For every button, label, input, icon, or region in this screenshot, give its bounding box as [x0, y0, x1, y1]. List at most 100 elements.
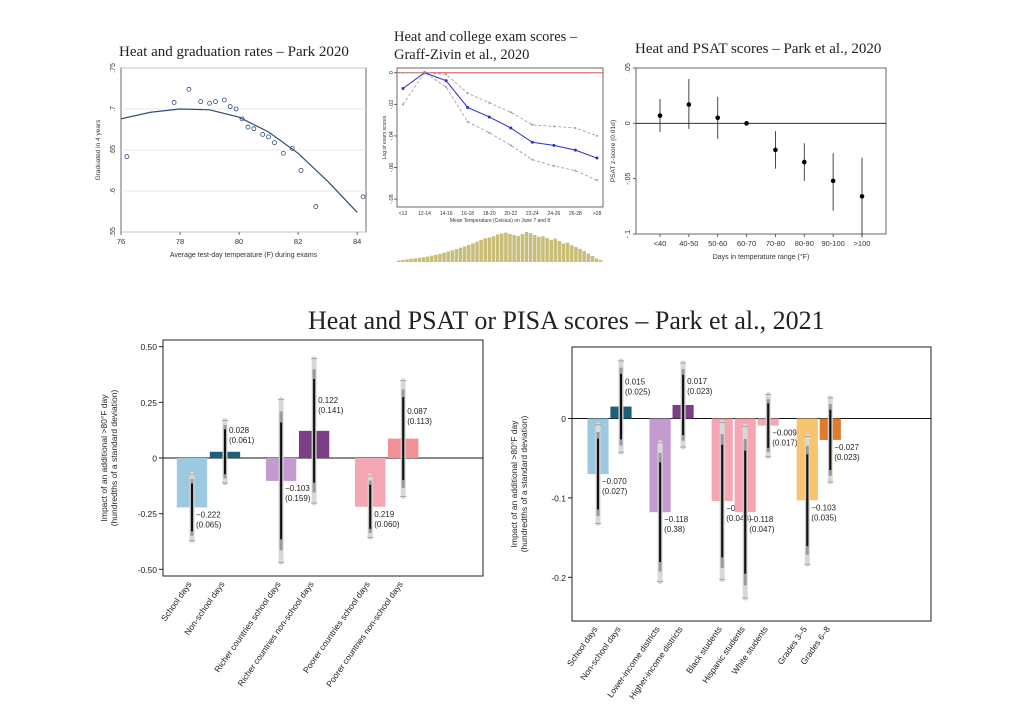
estimate-point [773, 147, 778, 153]
data-point [171, 100, 177, 105]
x-tick-label: <40 [654, 239, 667, 248]
estimate-point [573, 148, 577, 152]
value-label: 0.087 [407, 407, 428, 416]
histogram-bar [524, 232, 529, 262]
ci-line [403, 72, 598, 137]
data-point [186, 86, 192, 92]
ci-point [574, 127, 577, 130]
histogram-bar [598, 259, 603, 262]
data-point [239, 116, 245, 122]
estimate-point [466, 105, 470, 109]
plot-frame [635, 67, 887, 235]
x-tick-label: 78 [176, 237, 184, 246]
estimate-point [830, 178, 836, 184]
fit-curve [120, 108, 358, 213]
estimate-point [595, 156, 599, 160]
x-tick-label: 14-16 [440, 211, 453, 217]
y-tick-label: -.06 [389, 163, 395, 172]
estimate-point [715, 115, 721, 121]
plot-frame [396, 67, 604, 208]
chart1-title: Heat and graduation rates – Park 2020 [119, 44, 349, 60]
histogram-bar [537, 236, 541, 262]
data-point [260, 132, 266, 137]
ci-point [402, 71, 404, 74]
se-label: (0.035) [811, 513, 837, 522]
y-tick-label: 0 [389, 71, 395, 74]
x-tick-label: 80 [235, 237, 243, 246]
ci-point [466, 92, 469, 95]
data-point [272, 140, 277, 146]
ci-point [531, 158, 534, 161]
value-label: −0.103 [811, 503, 836, 512]
ci-point [445, 73, 448, 76]
y-tick-label: -.02 [389, 100, 395, 109]
estimate-point [801, 159, 807, 165]
x-tick-label: 12-14 [418, 211, 431, 217]
histogram-bar [557, 241, 562, 262]
main-title: Heat and PSAT or PISA scores – Park et a… [308, 306, 825, 335]
histogram-bar [450, 250, 455, 262]
y-tick-label: -.04 [389, 131, 395, 140]
y-tick-label: 0 [625, 121, 632, 125]
value-label: 0.122 [318, 396, 339, 405]
value-label: 0.017 [687, 377, 708, 386]
x-tick-label: 60-70 [737, 239, 756, 248]
value-label: −0.118 [664, 515, 689, 524]
y-axis-label: Impact of an additional >80°F day [509, 420, 519, 548]
histogram-bar [512, 235, 516, 262]
x-axis-label: Days in temperature range (°F) [713, 253, 810, 261]
histogram-bar [397, 260, 401, 262]
x-axis-label: Average test-day temperature (F) during … [170, 252, 318, 259]
y-tick-label: -0.1 [551, 493, 566, 503]
x-tick-label: <12 [399, 211, 408, 217]
ci-line [402, 72, 598, 181]
y-tick-label: .65 [110, 145, 117, 155]
histogram-bar [495, 234, 500, 262]
value-label: 0.015 [625, 378, 646, 387]
y-axis-label: Graduated in 4 years [95, 119, 102, 180]
histogram-bar [491, 236, 496, 262]
y-axis-label: PSAT z-score (0.01σ) [610, 120, 617, 182]
ci-point [445, 85, 448, 88]
se-label: (0.060) [374, 520, 400, 529]
histogram-bar [458, 247, 463, 262]
x-tick-label: 20-22 [504, 211, 517, 217]
se-label: (0.061) [229, 436, 255, 445]
estimate-point [444, 79, 448, 83]
histogram-bar [467, 244, 471, 262]
histogram-bar [586, 253, 591, 262]
estimate-point [744, 121, 749, 126]
histogram-bar [561, 243, 566, 262]
y-axis-label: (hundredths of a standard deviation) [519, 416, 529, 553]
histogram-bar [565, 242, 570, 262]
histogram-bar [429, 255, 434, 262]
se-label: (0.38) [664, 525, 685, 534]
data-point [289, 145, 295, 151]
y-tick-label: 0 [561, 414, 566, 424]
histogram-bar [553, 238, 558, 262]
value-label: −0.009 [772, 429, 797, 438]
ci-point [423, 71, 426, 74]
y-tick-label: 0.50 [140, 342, 157, 352]
histogram-bar [442, 252, 446, 262]
x-tick-label: 76 [117, 237, 125, 246]
histogram-bar [409, 258, 413, 262]
y-tick-label: -.05 [625, 173, 632, 185]
histogram-bar [574, 247, 578, 262]
histogram-bar [549, 239, 553, 262]
data-point [233, 106, 239, 112]
x-axis-label: Mean Temperature (Celsius) on June 7 and… [450, 218, 550, 224]
data-point [280, 150, 286, 156]
y-axis-label: (hundredths of a standard deviation) [109, 390, 119, 527]
se-label: (0.113) [407, 417, 432, 426]
ci-point [552, 125, 555, 128]
data-point [266, 134, 271, 140]
ci-point [552, 164, 555, 167]
se-label: (0.027) [602, 487, 628, 496]
x-tick-label: 90-100 [821, 239, 844, 248]
histogram-bar [594, 258, 599, 262]
